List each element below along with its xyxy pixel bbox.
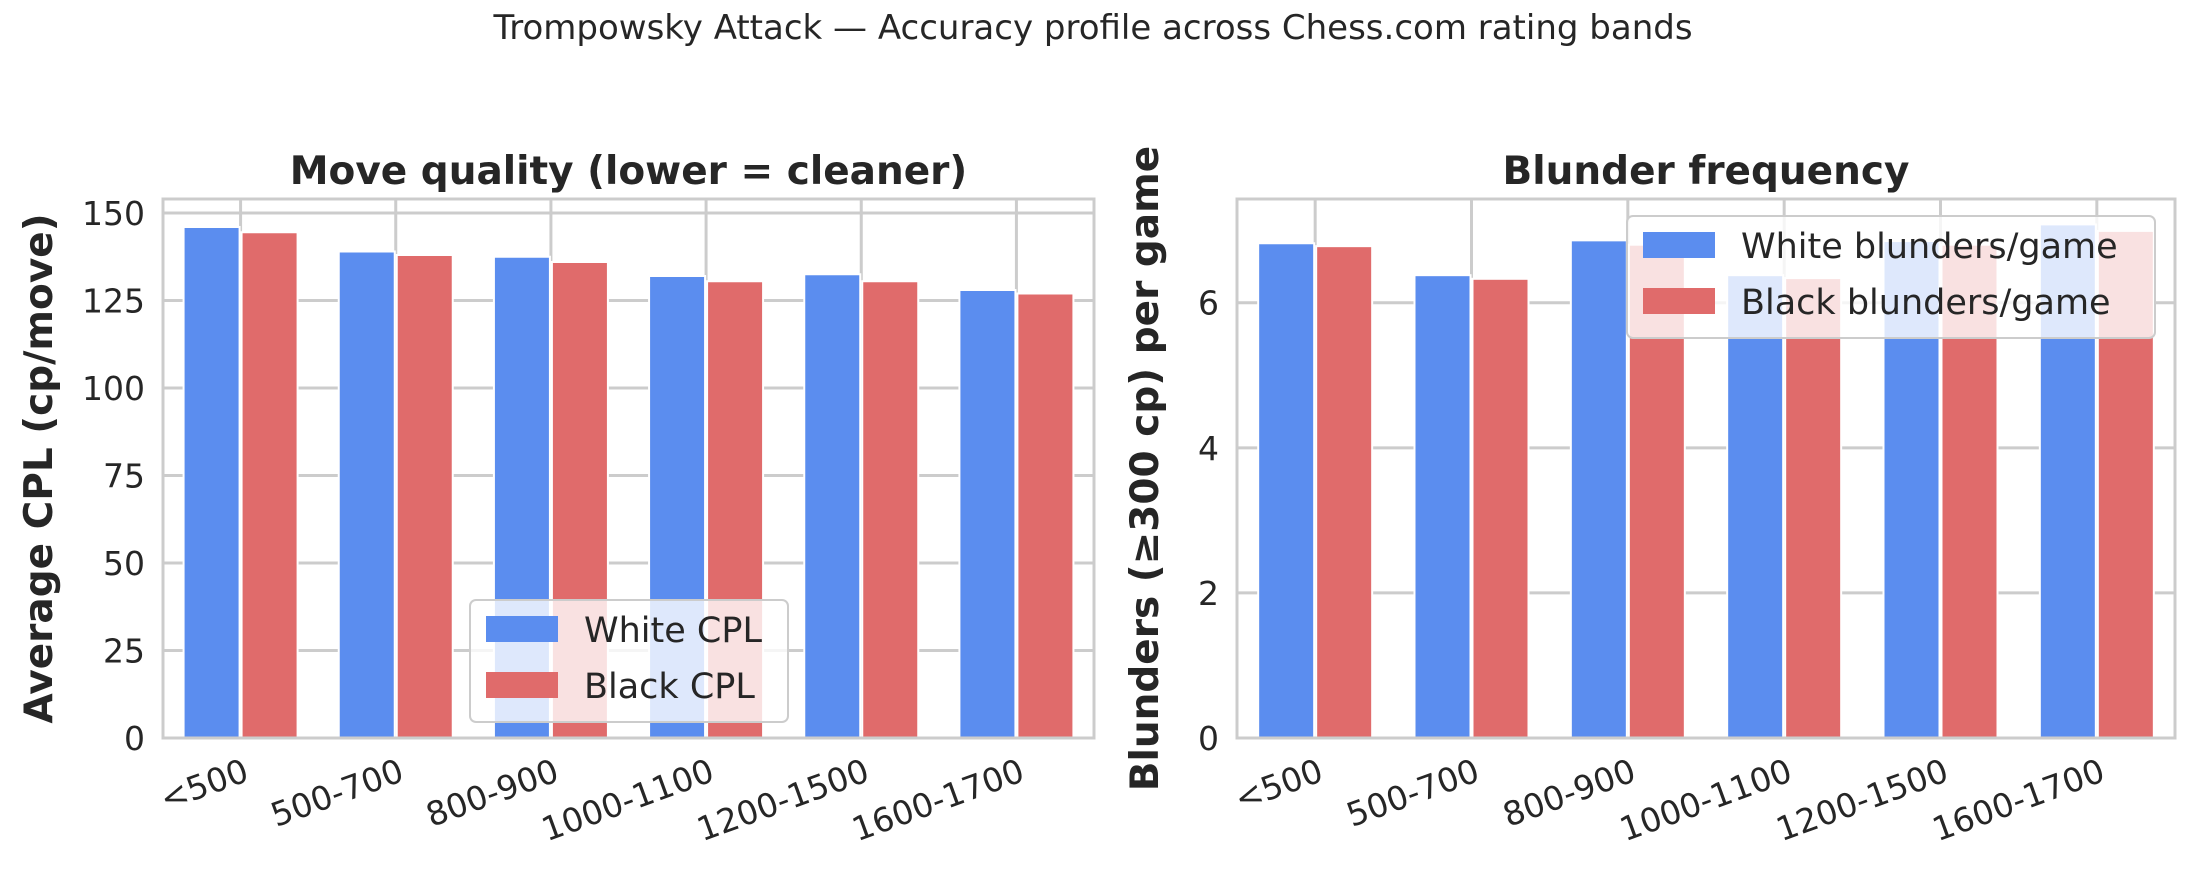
legend: White blunders/game Black blunders/game bbox=[1626, 215, 2156, 339]
x-tick-label: 1000-1100 bbox=[536, 751, 718, 849]
x-tick-label: 1600-1700 bbox=[1927, 751, 2109, 849]
x-tick-label: 1000-1100 bbox=[1615, 751, 1797, 849]
legend-label: White blunders/game bbox=[1741, 227, 2118, 267]
chart-title: Move quality (lower = cleaner) bbox=[290, 149, 968, 194]
y-tick-label: 0 bbox=[124, 719, 145, 758]
bar-white-0 bbox=[1257, 242, 1316, 739]
x-tick-label: <500 bbox=[155, 751, 254, 819]
bar-white-1 bbox=[337, 250, 396, 739]
legend-swatch bbox=[486, 616, 558, 642]
bar-white-3 bbox=[1726, 274, 1785, 739]
bar-black-1 bbox=[395, 254, 454, 739]
y-axis-label: Blunders (≥300 cp) per game bbox=[1123, 146, 1168, 791]
bar-white-0 bbox=[182, 226, 241, 739]
y-tick-label: 25 bbox=[103, 632, 145, 671]
figure-title: Trompowsky Attack — Accuracy profile acr… bbox=[493, 8, 1693, 48]
bar-black-3 bbox=[1784, 277, 1843, 739]
bar-white-2 bbox=[1569, 239, 1628, 739]
y-axis-label: Average CPL (cp/move) bbox=[17, 213, 62, 723]
y-tick-label: 75 bbox=[103, 457, 145, 496]
y-tick-label: 100 bbox=[82, 369, 145, 408]
legend-label: Black CPL bbox=[584, 667, 755, 707]
legend-swatch bbox=[1643, 232, 1715, 258]
chart-title: Blunder frequency bbox=[1503, 149, 1910, 194]
bar-black-0 bbox=[1315, 245, 1374, 739]
y-tick-label: 125 bbox=[82, 282, 145, 321]
bar-black-1 bbox=[1471, 277, 1530, 739]
y-tick-label: 4 bbox=[1198, 429, 1219, 468]
x-tick-label: 500-700 bbox=[266, 751, 409, 835]
y-tick-label: 0 bbox=[1198, 719, 1219, 758]
legend-swatch bbox=[486, 672, 558, 698]
x-tick-label: 1600-1700 bbox=[847, 751, 1029, 849]
plot-frame bbox=[161, 197, 1096, 740]
bar-white-5 bbox=[958, 289, 1017, 739]
legend-label: White CPL bbox=[584, 611, 762, 651]
y-tick-label: 150 bbox=[82, 194, 145, 233]
x-tick-label: 1200-1500 bbox=[1771, 751, 1953, 849]
bar-black-4 bbox=[861, 280, 920, 739]
bar-white-1 bbox=[1413, 274, 1472, 739]
y-tick-label: 50 bbox=[103, 544, 145, 583]
y-tick-label: 6 bbox=[1198, 284, 1219, 323]
bar-black-5 bbox=[1016, 292, 1075, 739]
legend-label: Black blunders/game bbox=[1741, 283, 2111, 323]
bar-black-0 bbox=[240, 231, 299, 739]
plot-frame bbox=[1235, 197, 2177, 740]
legend: White CPL Black CPL bbox=[469, 599, 789, 723]
x-tick-label: 1200-1500 bbox=[692, 751, 874, 849]
bar-white-4 bbox=[803, 273, 862, 739]
legend-swatch bbox=[1643, 288, 1715, 314]
legend-box bbox=[1626, 215, 2156, 339]
y-tick-label: 2 bbox=[1198, 574, 1219, 613]
x-tick-label: <500 bbox=[1229, 751, 1328, 819]
x-tick-label: 500-700 bbox=[1341, 751, 1484, 835]
